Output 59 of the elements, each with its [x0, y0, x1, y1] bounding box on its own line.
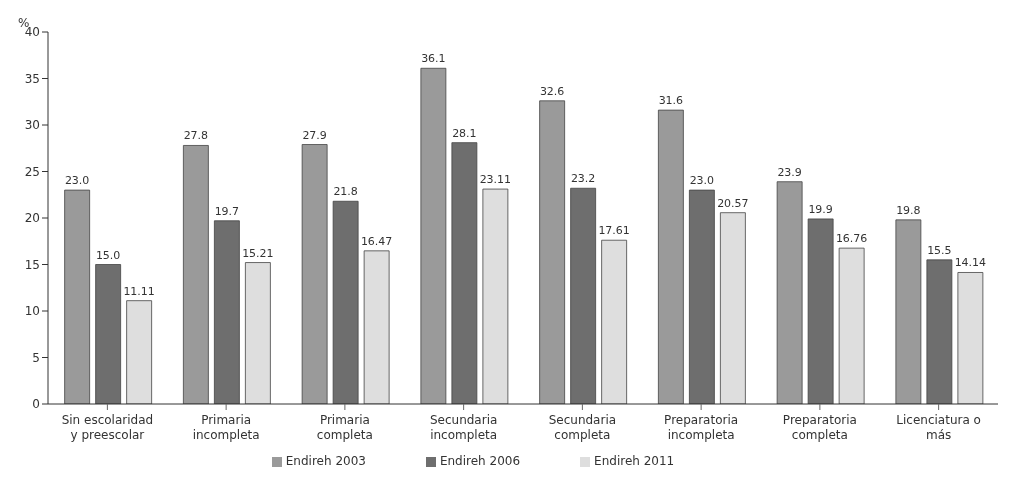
data-label: 15.0 [95, 248, 121, 262]
data-label: 28.1 [452, 126, 477, 140]
data-label: 20.57 [717, 196, 749, 210]
bar [957, 272, 984, 404]
bar [895, 219, 922, 404]
bar [420, 67, 447, 404]
legend-label: Endireh 2003 [285, 454, 366, 468]
bar [657, 109, 684, 404]
data-label: 19.7 [214, 204, 240, 218]
bar [182, 145, 209, 404]
bar [244, 262, 271, 404]
x-tick-label: Secundaria completa [548, 413, 617, 442]
y-tick-label: 30 [24, 118, 40, 133]
data-label: 15.5 [927, 243, 952, 257]
data-label: 19.9 [808, 202, 833, 216]
data-label: 14.14 [954, 256, 987, 270]
data-label: 23.2 [570, 172, 596, 186]
y-tick-label: 5 [32, 350, 40, 365]
legend-label: Endireh 2011 [594, 454, 675, 468]
y-tick-label: 35 [24, 71, 40, 86]
data-label: 23.0 [64, 174, 90, 188]
y-tick-label: 20 [24, 211, 40, 226]
y-tick-label: 25 [24, 164, 40, 179]
bar [126, 300, 153, 404]
data-label: 16.47 [360, 234, 393, 248]
x-tick-label: Sin escolaridad y preescolar [61, 413, 154, 442]
y-tick-label: 15 [24, 257, 40, 272]
x-tick-label: Licenciatura o más [896, 413, 981, 442]
bar [838, 247, 865, 404]
data-label: 21.8 [333, 185, 358, 199]
bar [776, 181, 803, 404]
data-label: 23.11 [479, 173, 512, 187]
bar [64, 189, 91, 404]
data-label: 31.6 [658, 94, 684, 108]
x-tick-label: Primaria completa [316, 413, 373, 442]
x-tick-label: Preparatoria completa [782, 413, 857, 442]
data-label: 23.0 [689, 174, 715, 188]
data-label: 32.6 [539, 84, 565, 98]
bar [482, 188, 509, 404]
data-label: 23.9 [777, 165, 802, 179]
data-label: 17.61 [598, 224, 630, 238]
data-label: 11.11 [123, 284, 155, 298]
data-label: 15.21 [242, 246, 274, 260]
data-label: 16.76 [835, 232, 868, 246]
bar [719, 212, 746, 404]
y-tick-label: 10 [24, 304, 40, 319]
x-tick-label: Preparatoria incompleta [664, 413, 739, 442]
bar [363, 250, 390, 404]
data-label: 19.8 [896, 203, 921, 217]
legend-label: Endireh 2006 [439, 454, 521, 468]
x-tick-label: Primaria incompleta [192, 413, 260, 442]
data-label: 27.9 [302, 128, 327, 142]
data-label: 27.8 [183, 129, 209, 143]
x-tick-label: Secundaria incompleta [429, 413, 498, 442]
bar [301, 144, 328, 404]
bar [601, 239, 628, 404]
y-tick-label: 0 [32, 397, 40, 412]
bar [539, 100, 566, 404]
data-label: 36.1 [421, 52, 446, 66]
